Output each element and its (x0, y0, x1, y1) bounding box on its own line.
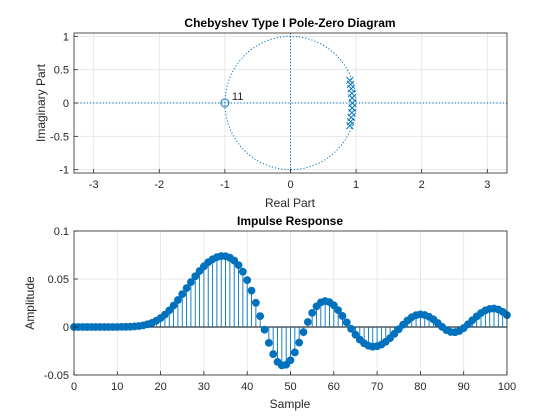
impulse-marker (286, 356, 295, 365)
impulse-marker (182, 284, 191, 293)
impulse-marker (342, 318, 351, 327)
impulse-marker (264, 338, 273, 347)
pole-zero-ytick-label: 0.5 (54, 65, 69, 77)
pole-zero-ticks: -3 -2 -1 0 1 2 3 -1 -0.5 0 0.5 1 (50, 31, 490, 191)
impulse-xtick-label: 100 (498, 381, 516, 393)
impulse-marker (303, 318, 312, 326)
pole-zero-ytick-label: 1 (63, 31, 69, 43)
pole-zero-ytick-label: 0 (63, 98, 69, 110)
impulse-marker (299, 328, 308, 336)
impulse-ylabel: Amplitude (23, 276, 37, 330)
pole-zero-title: Chebyshev Type I Pole-Zero Diagram (184, 16, 395, 30)
pole-marker (346, 121, 354, 130)
impulse-xtick-label: 10 (111, 381, 123, 393)
impulse-ytick-label: 0 (63, 322, 69, 334)
impulse-marker (174, 296, 182, 304)
impulse-marker (347, 324, 356, 333)
impulse-marker (329, 301, 338, 310)
impulse-xtick-label: 70 (371, 381, 383, 393)
impulse-marker (256, 312, 265, 321)
impulse-marker (169, 301, 178, 310)
impulse-xlabel: Sample (270, 397, 311, 411)
pole-zero-xlabel: Real Part (265, 196, 316, 210)
pole-zero-xtick-label: 0 (287, 179, 293, 191)
impulse-xtick-label: 90 (458, 381, 470, 393)
impulse-marker (178, 290, 187, 299)
pole-zero-xtick-label: -2 (154, 179, 164, 191)
impulse-marker (338, 312, 347, 320)
impulse-marker (269, 350, 278, 358)
impulse-ytick-label: 0.05 (48, 274, 69, 286)
pole-zero-xtick-label: -3 (89, 179, 99, 191)
pole-zero-xtick-label: 1 (353, 179, 359, 191)
impulse-marker (247, 286, 256, 295)
impulse-marker (351, 330, 360, 339)
impulse-xtick-label: 40 (241, 381, 253, 393)
impulse-xtick-label: 30 (198, 381, 210, 393)
impulse-xtick-label: 20 (154, 381, 166, 393)
zero-marker (220, 98, 230, 108)
pole-zero-ytick-label: -0.5 (50, 131, 69, 143)
impulse-marker (290, 348, 299, 357)
impulse-content (70, 252, 511, 370)
impulse-ytick-label: 0.1 (54, 226, 69, 238)
unit-circle (224, 35, 357, 171)
pole-zero-xtick-label: 3 (484, 179, 490, 191)
pole-zero-content: 11 (74, 33, 507, 173)
impulse-xtick-label: 0 (71, 381, 77, 393)
impulse-marker (187, 278, 195, 286)
impulse-marker (295, 338, 304, 347)
impulse-xtick-label: 80 (414, 381, 426, 393)
impulse-xtick-label: 50 (284, 381, 296, 393)
pole-zero-ylabel: Imaginary Part (34, 63, 48, 142)
impulse-marker (191, 272, 200, 281)
pole-zero-grid (74, 33, 507, 173)
impulse-marker (334, 306, 343, 315)
impulse-marker (251, 298, 260, 307)
pole-zero-ytick-label: -1 (59, 165, 69, 177)
pole-zero-axes: 11 -3 -2 -1 0 1 2 3 -1 -0.5 0 0.5 1 Chebyshev Type … (34, 16, 508, 210)
impulse-xtick-label: 60 (328, 381, 340, 393)
impulse-marker (308, 308, 317, 317)
zero-multiplicity-label: 11 (232, 91, 243, 103)
impulse-marker (165, 306, 174, 315)
impulse-title: Impulse Response (237, 214, 343, 228)
impulse-ytick-label: -0.05 (44, 370, 69, 382)
pole-zero-xtick-label: 2 (419, 179, 425, 191)
impulse-marker (260, 325, 269, 334)
impulse-marker (234, 261, 243, 270)
impulse-marker (243, 276, 252, 285)
impulse-marker (238, 267, 247, 276)
pole-zero-xtick-label: -1 (220, 179, 230, 191)
